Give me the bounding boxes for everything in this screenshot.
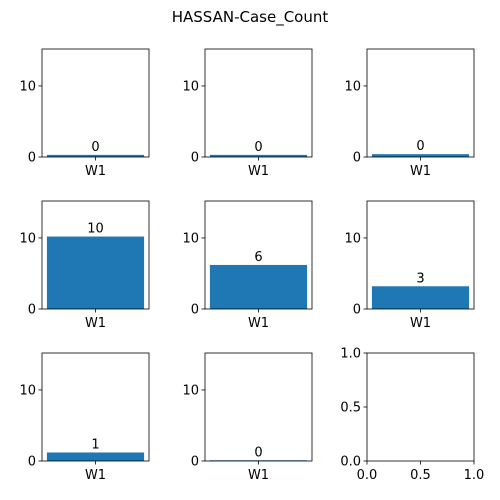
bar-W1 — [46, 452, 145, 461]
y-tick-label: 10 — [344, 79, 361, 94]
subplot-1: 0 0 10 W1 — [19, 48, 150, 179]
bar-W1 — [371, 154, 470, 157]
y-tick-label: 0.0 — [340, 455, 361, 470]
subplot-6: 3 0 10 W1 — [344, 200, 475, 331]
x-tick-label: W1 — [85, 164, 106, 179]
bar-value-label: 0 — [416, 139, 424, 154]
axes-frame — [366, 352, 475, 462]
subplot-8: 0 0 10 W1 — [182, 352, 313, 483]
x-tick-label: 0.0 — [357, 468, 378, 483]
bar-value-label: 0 — [91, 140, 99, 155]
y-tick-label: 0 — [353, 303, 361, 318]
figure-title: HASSAN-Case_Count — [172, 8, 329, 27]
bar-W1 — [46, 154, 145, 157]
y-tick-label: 0 — [191, 455, 199, 470]
subplot-grid: 0010W10010W10010W110010W16010W13010W1101… — [19, 48, 484, 484]
bar-W1 — [209, 264, 308, 309]
x-tick-label: W1 — [410, 164, 431, 179]
x-tick-label: W1 — [85, 468, 106, 483]
bar-W1 — [46, 236, 145, 309]
y-tick-label: 0 — [28, 455, 36, 470]
y-tick-label: 10 — [182, 79, 199, 94]
x-tick-label: 0.5 — [410, 468, 431, 483]
y-tick-label: 1.0 — [340, 347, 361, 362]
bar-W1 — [209, 154, 308, 157]
bar-value-label: 0 — [254, 445, 262, 460]
y-tick-label: 10 — [182, 383, 199, 398]
y-tick-label: 10 — [19, 79, 36, 94]
x-tick-label: 1.0 — [464, 468, 485, 483]
x-tick-label: W1 — [248, 316, 269, 331]
y-tick-label: 0 — [28, 303, 36, 318]
y-tick-label: 10 — [182, 231, 199, 246]
y-tick-label: 10 — [344, 231, 361, 246]
x-tick-label: W1 — [410, 316, 431, 331]
y-tick-label: 0 — [191, 303, 199, 318]
y-tick-label: 0 — [191, 151, 199, 166]
y-tick-label: 10 — [19, 383, 36, 398]
bar-value-label: 1 — [91, 437, 99, 452]
y-tick-label: 0 — [28, 151, 36, 166]
subplot-5: 6 0 10 W1 — [182, 200, 313, 331]
subplot-4: 10 0 10 W1 — [19, 200, 150, 331]
x-tick-label: W1 — [248, 468, 269, 483]
x-tick-label: W1 — [85, 316, 106, 331]
x-tick-label: W1 — [248, 164, 269, 179]
bar-value-label: 0 — [254, 140, 262, 155]
bar-value-label: 10 — [87, 222, 104, 237]
bar-value-label: 3 — [416, 271, 424, 286]
y-tick-label: 10 — [19, 231, 36, 246]
subplot-9: 0.0 0.5 1.0 0.0 0.5 1.0 — [340, 347, 484, 484]
bar-value-label: 6 — [254, 250, 262, 265]
y-tick-label: 0 — [353, 151, 361, 166]
y-tick-label: 0.5 — [340, 401, 361, 416]
subplot-3: 0 0 10 W1 — [344, 48, 475, 179]
bar-W1 — [371, 286, 470, 309]
subplot-2: 0 0 10 W1 — [182, 48, 313, 179]
